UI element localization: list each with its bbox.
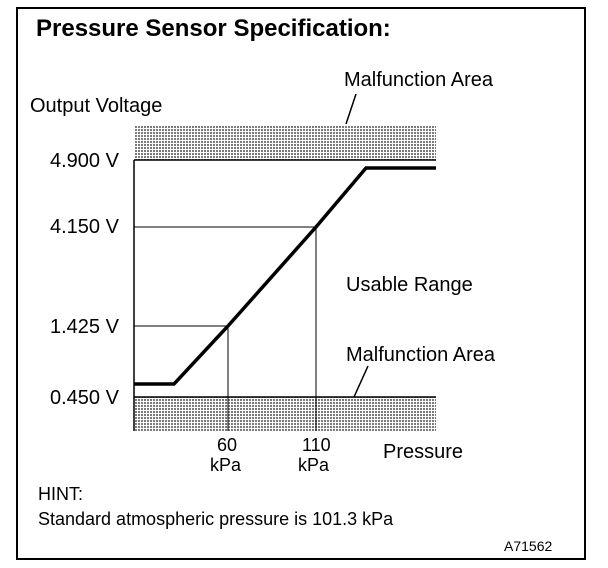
x-tick-110-unit: kPa <box>298 455 330 475</box>
malfunction-upper-label: Malfunction Area <box>344 69 493 91</box>
y-axis-label: Output Voltage <box>30 95 163 117</box>
malfunction-lower-label: Malfunction Area <box>346 344 495 366</box>
x-tick-60-value: 60 <box>217 435 238 455</box>
figure-frame <box>16 7 586 560</box>
hint-text: Standard atmospheric pressure is 101.3 k… <box>38 509 394 529</box>
x-axis-label: Pressure <box>383 441 464 463</box>
figure-code: A71562 <box>504 538 553 554</box>
malfunction-upper-leader <box>345 93 357 125</box>
y-tick-0450: 0.450 V <box>50 387 119 409</box>
malfunction-lower-leader <box>353 365 369 398</box>
x-tick-60-unit: kPa <box>210 455 242 475</box>
y-tick-4150: 4.150 V <box>50 216 119 238</box>
x-tick-110-value: 110 <box>302 435 331 455</box>
malfunction-band-upper <box>134 126 436 160</box>
hint-heading: HINT: <box>38 484 83 504</box>
y-tick-4900: 4.900 V <box>50 150 119 172</box>
figure-title: Pressure Sensor Specification: <box>36 15 391 42</box>
usable-range-label: Usable Range <box>346 274 473 296</box>
output-voltage-curve <box>134 166 436 386</box>
malfunction-band-lower <box>134 397 436 431</box>
y-tick-1425: 1.425 V <box>50 316 119 338</box>
